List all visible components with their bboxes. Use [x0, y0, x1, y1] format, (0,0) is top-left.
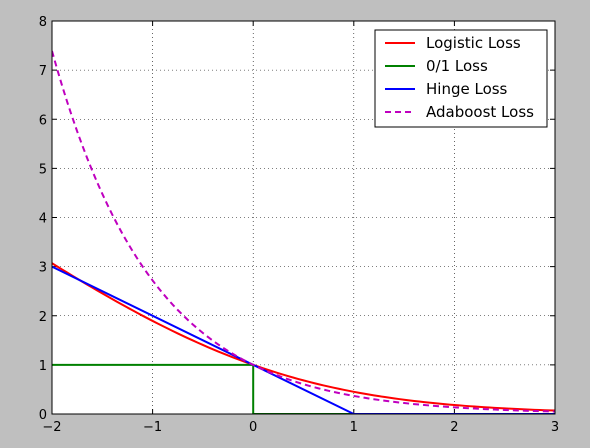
x-tick-label: 3: [551, 420, 559, 435]
y-tick-label: 3: [39, 261, 47, 276]
series-line-logistic-loss: [52, 262, 555, 412]
series-line-0-1-loss: [52, 363, 555, 414]
legend-box: [374, 29, 548, 128]
axis-ticks: −2 −1 0 1 2 3 0 1 2 3 4 5 6 7 8: [39, 15, 559, 435]
series-line-adaboost-loss: [52, 50, 555, 413]
x-tick-label: 1: [350, 420, 358, 435]
legend-label: 0/1 Loss: [426, 57, 488, 75]
x-tick-label: −1: [143, 420, 162, 435]
plot-frame: [51, 20, 556, 415]
y-tick-label: 5: [39, 162, 47, 177]
x-tick-label: 0: [249, 420, 257, 435]
x-tick-label: −2: [42, 420, 61, 435]
y-tick-label: 2: [39, 310, 47, 325]
y-tick-label: 6: [39, 113, 47, 128]
legend-label: Logistic Loss: [426, 34, 521, 52]
y-tick-label: 7: [39, 64, 47, 79]
y-tick-label: 0: [39, 408, 47, 423]
legend-label: Adaboost Loss: [426, 103, 534, 121]
x-tick-label: 2: [450, 420, 458, 435]
legend-label: Hinge Loss: [426, 80, 508, 98]
series-lines: [52, 50, 555, 414]
legend: Logistic Loss 0/1 Loss Hinge Loss Adaboost …: [374, 29, 548, 128]
series-line-hinge-loss: [52, 265, 555, 414]
y-tick-label: 4: [39, 212, 47, 227]
y-tick-label: 1: [39, 359, 47, 374]
y-tick-label: 8: [39, 15, 47, 30]
